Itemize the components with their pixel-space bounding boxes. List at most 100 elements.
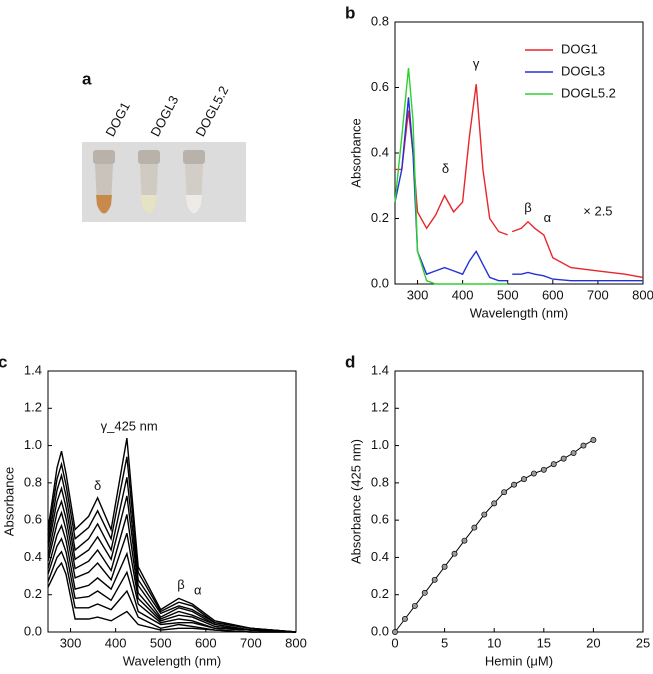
y-tick-label: 0.0	[24, 623, 42, 638]
panel-label: b	[345, 3, 355, 22]
x-tick-label: 600	[195, 635, 217, 650]
series-line	[47, 550, 296, 633]
data-point	[431, 576, 438, 583]
panel-label: c	[0, 352, 7, 371]
tube	[183, 150, 205, 214]
data-point	[441, 563, 448, 570]
annotation: γ_425 nm	[101, 418, 158, 433]
data-point	[580, 442, 587, 449]
data-point	[501, 489, 508, 496]
data-point	[560, 455, 567, 462]
y-tick-label: 1.4	[24, 362, 42, 377]
y-tick-label: 0.8	[24, 474, 42, 489]
data-point	[461, 537, 468, 544]
x-tick-label: 700	[240, 635, 262, 650]
tube-label: DOG1	[102, 99, 133, 139]
y-tick-label: 0.8	[371, 13, 389, 28]
tube	[93, 150, 115, 214]
plot-frame	[394, 21, 644, 285]
y-tick-label: 0.2	[24, 586, 42, 601]
series-line	[394, 67, 508, 285]
data-point	[421, 589, 428, 596]
y-axis-label: Absorbance	[348, 118, 363, 187]
x-tick-label: 300	[407, 287, 429, 302]
x-tick-label: 400	[452, 287, 474, 302]
legend-label: DOG1	[561, 41, 598, 56]
annotation: α	[194, 582, 202, 597]
annotation: γ	[473, 56, 480, 71]
y-tick-label: 0.6	[371, 79, 389, 94]
tube-label: DOGL3	[147, 93, 181, 139]
series-line	[47, 499, 297, 633]
data-point	[392, 629, 398, 635]
data-point	[530, 470, 537, 477]
y-tick-label: 0.2	[371, 586, 389, 601]
data-point	[481, 511, 488, 518]
data-point	[521, 476, 527, 483]
y-tick-label: 0.6	[371, 512, 389, 527]
annotation: × 2.5	[583, 203, 612, 218]
x-tick-label: 0	[391, 635, 398, 650]
x-tick-label: 700	[587, 287, 609, 302]
annotation: α	[544, 210, 552, 225]
x-tick-label: 5	[441, 635, 448, 650]
series-line	[47, 510, 297, 633]
x-axis-label: Wavelength (nm)	[123, 653, 222, 668]
annotation: β	[177, 577, 184, 592]
plot-frame	[394, 370, 644, 633]
x-axis-label: Hemin (μM)	[485, 653, 553, 668]
data-point	[401, 616, 408, 622]
x-tick-label: 10	[487, 635, 501, 650]
y-axis-label: Absorbance	[1, 467, 16, 536]
annotation: β	[524, 200, 531, 215]
data-point	[511, 481, 517, 488]
data-point	[491, 500, 498, 507]
series-line	[47, 485, 297, 633]
x-tick-label: 25	[636, 635, 650, 650]
panel-label: a	[82, 69, 92, 88]
y-tick-label: 0.4	[24, 549, 42, 564]
data-point	[570, 450, 577, 456]
y-tick-label: 1.0	[24, 437, 42, 452]
x-tick-label: 20	[586, 635, 600, 650]
x-tick-label: 800	[285, 635, 307, 650]
series-line	[395, 84, 644, 279]
y-tick-label: 0.4	[371, 144, 389, 159]
x-tick-label: 800	[632, 287, 653, 302]
x-tick-label: 500	[497, 287, 519, 302]
x-axis-label: Wavelength (nm)	[470, 305, 569, 320]
series-line	[394, 439, 594, 633]
series-line	[47, 456, 297, 633]
photo	[82, 142, 246, 222]
x-tick-label: 600	[542, 287, 564, 302]
x-tick-label: 400	[105, 635, 127, 650]
tube	[138, 150, 160, 214]
data-point	[550, 461, 557, 468]
y-axis-label: Absorbance (425 nm)	[348, 439, 363, 564]
y-tick-label: 0.0	[371, 275, 389, 290]
legend-label: DOGL5.2	[561, 85, 616, 100]
y-tick-label: 1.0	[371, 437, 389, 452]
series-line	[47, 537, 297, 633]
y-tick-label: 0.0	[371, 623, 389, 638]
series-line	[394, 97, 643, 282]
data-point	[540, 466, 547, 473]
x-tick-label: 15	[537, 635, 551, 650]
y-tick-label: 1.4	[371, 362, 389, 377]
data-point	[590, 437, 597, 443]
panel-label: d	[345, 352, 355, 371]
x-tick-label: 300	[60, 635, 82, 650]
data-point	[471, 524, 478, 531]
tube-label: DOGL5.2	[192, 83, 231, 139]
series-line	[47, 561, 296, 633]
annotation: δ	[442, 161, 449, 176]
y-tick-label: 0.4	[371, 549, 389, 564]
series-line	[47, 472, 297, 633]
legend-label: DOGL3	[561, 63, 605, 78]
y-tick-label: 1.2	[371, 400, 389, 415]
y-tick-label: 1.2	[24, 400, 42, 415]
plot-frame	[47, 370, 297, 633]
series-line	[47, 437, 297, 633]
series-line	[47, 523, 297, 633]
